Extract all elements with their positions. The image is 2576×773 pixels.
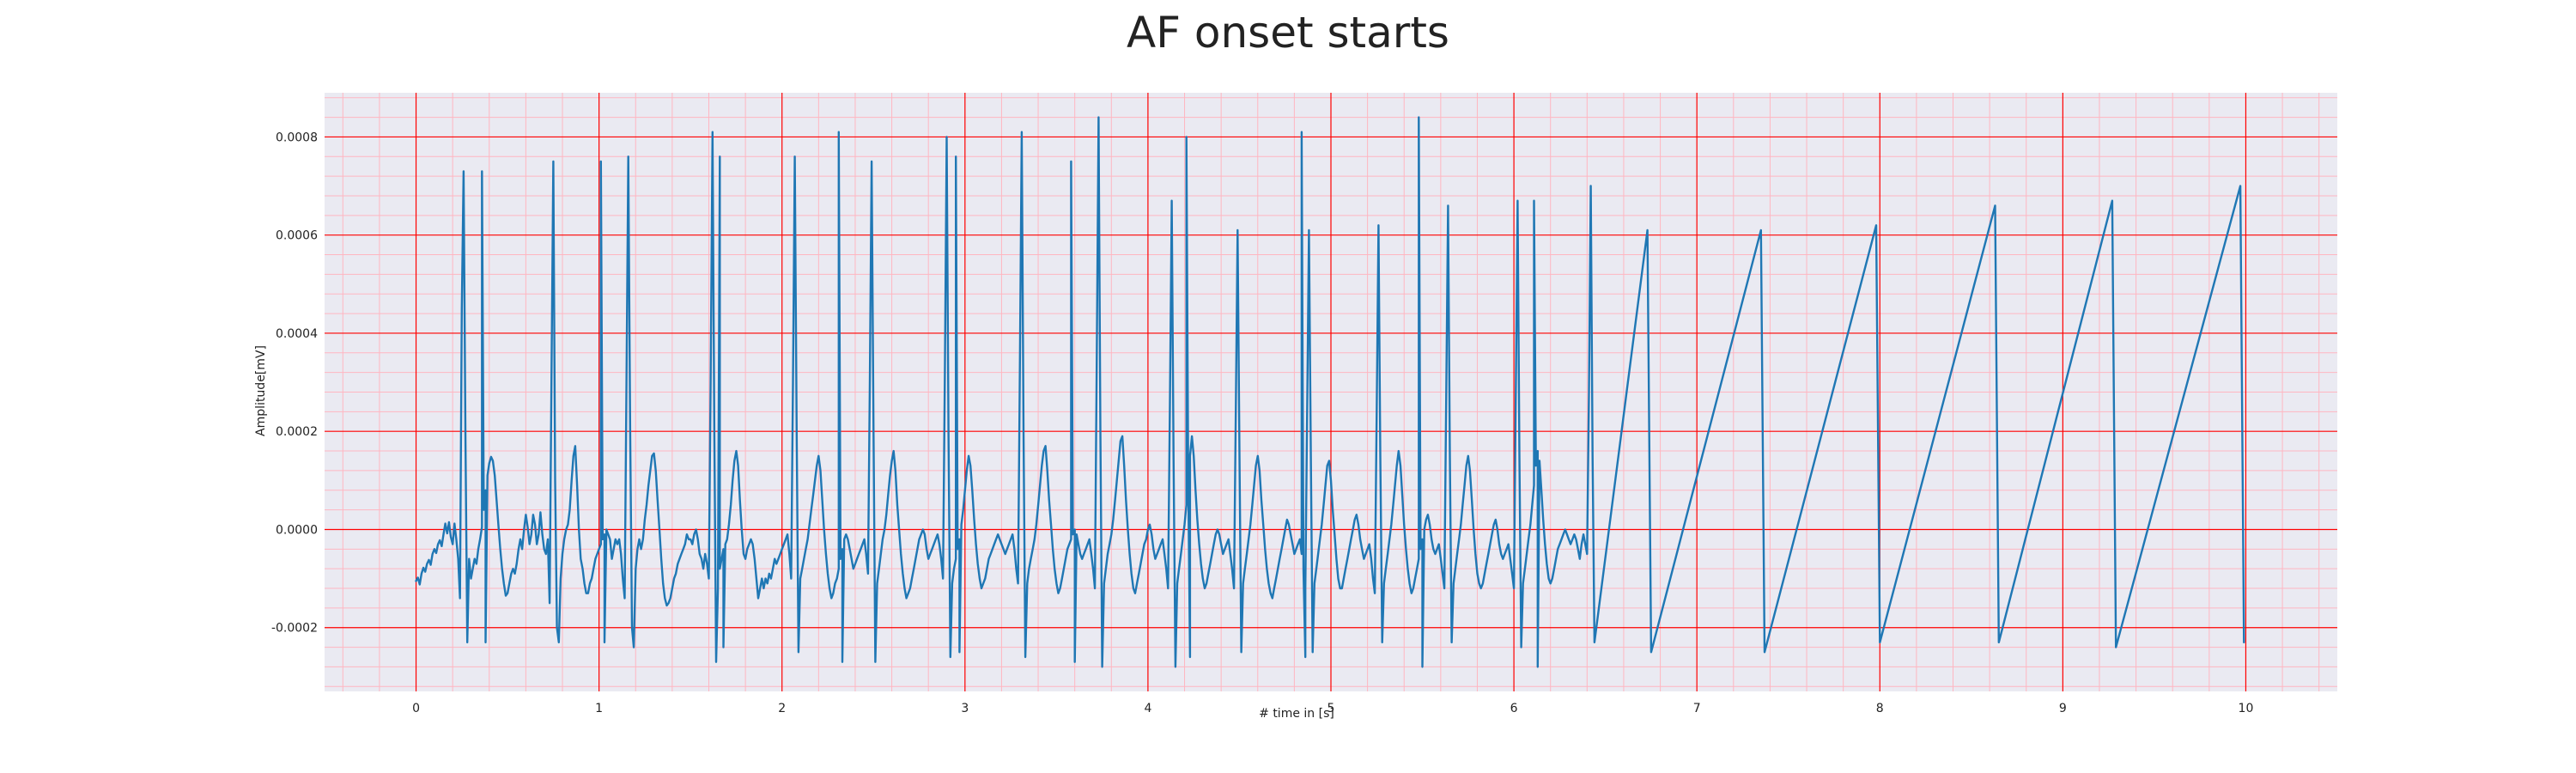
x-tick-label: 0 bbox=[412, 702, 420, 715]
y-tick-label: 0.0004 bbox=[276, 327, 318, 341]
chart-title: AF onset starts bbox=[1127, 8, 1449, 58]
x-tick-label: 7 bbox=[1693, 702, 1701, 715]
ecg-signal-line bbox=[415, 116, 2245, 668]
x-tick-label: 4 bbox=[1144, 702, 1151, 715]
x-tick-label: 8 bbox=[1876, 702, 1884, 715]
x-tick-label: 2 bbox=[778, 702, 786, 715]
y-tick-label: 0.0008 bbox=[276, 131, 318, 144]
x-tick-label: 10 bbox=[2239, 702, 2254, 715]
x-tick-label: 9 bbox=[2059, 702, 2067, 715]
x-tick-label: 6 bbox=[1510, 702, 1518, 715]
x-axis-label: # time in [s] bbox=[1259, 707, 1334, 721]
y-tick-labels: -0.0002 0.0000 0.0002 0.0004 0.0006 0.0008 bbox=[271, 131, 318, 635]
y-tick-label: -0.0002 bbox=[271, 622, 318, 636]
x-tick-label: 5 bbox=[1327, 702, 1335, 715]
y-tick-label: 0.0000 bbox=[276, 523, 318, 537]
y-tick-label: 0.0006 bbox=[276, 229, 318, 243]
x-tick-label: 1 bbox=[595, 702, 603, 715]
y-axis-label: Amplitude[mV] bbox=[254, 345, 268, 436]
x-tick-labels: 0 1 2 3 4 5 6 7 8 9 10 bbox=[412, 702, 2253, 715]
y-tick-label: 0.0002 bbox=[276, 425, 318, 439]
x-tick-label: 3 bbox=[961, 702, 969, 715]
